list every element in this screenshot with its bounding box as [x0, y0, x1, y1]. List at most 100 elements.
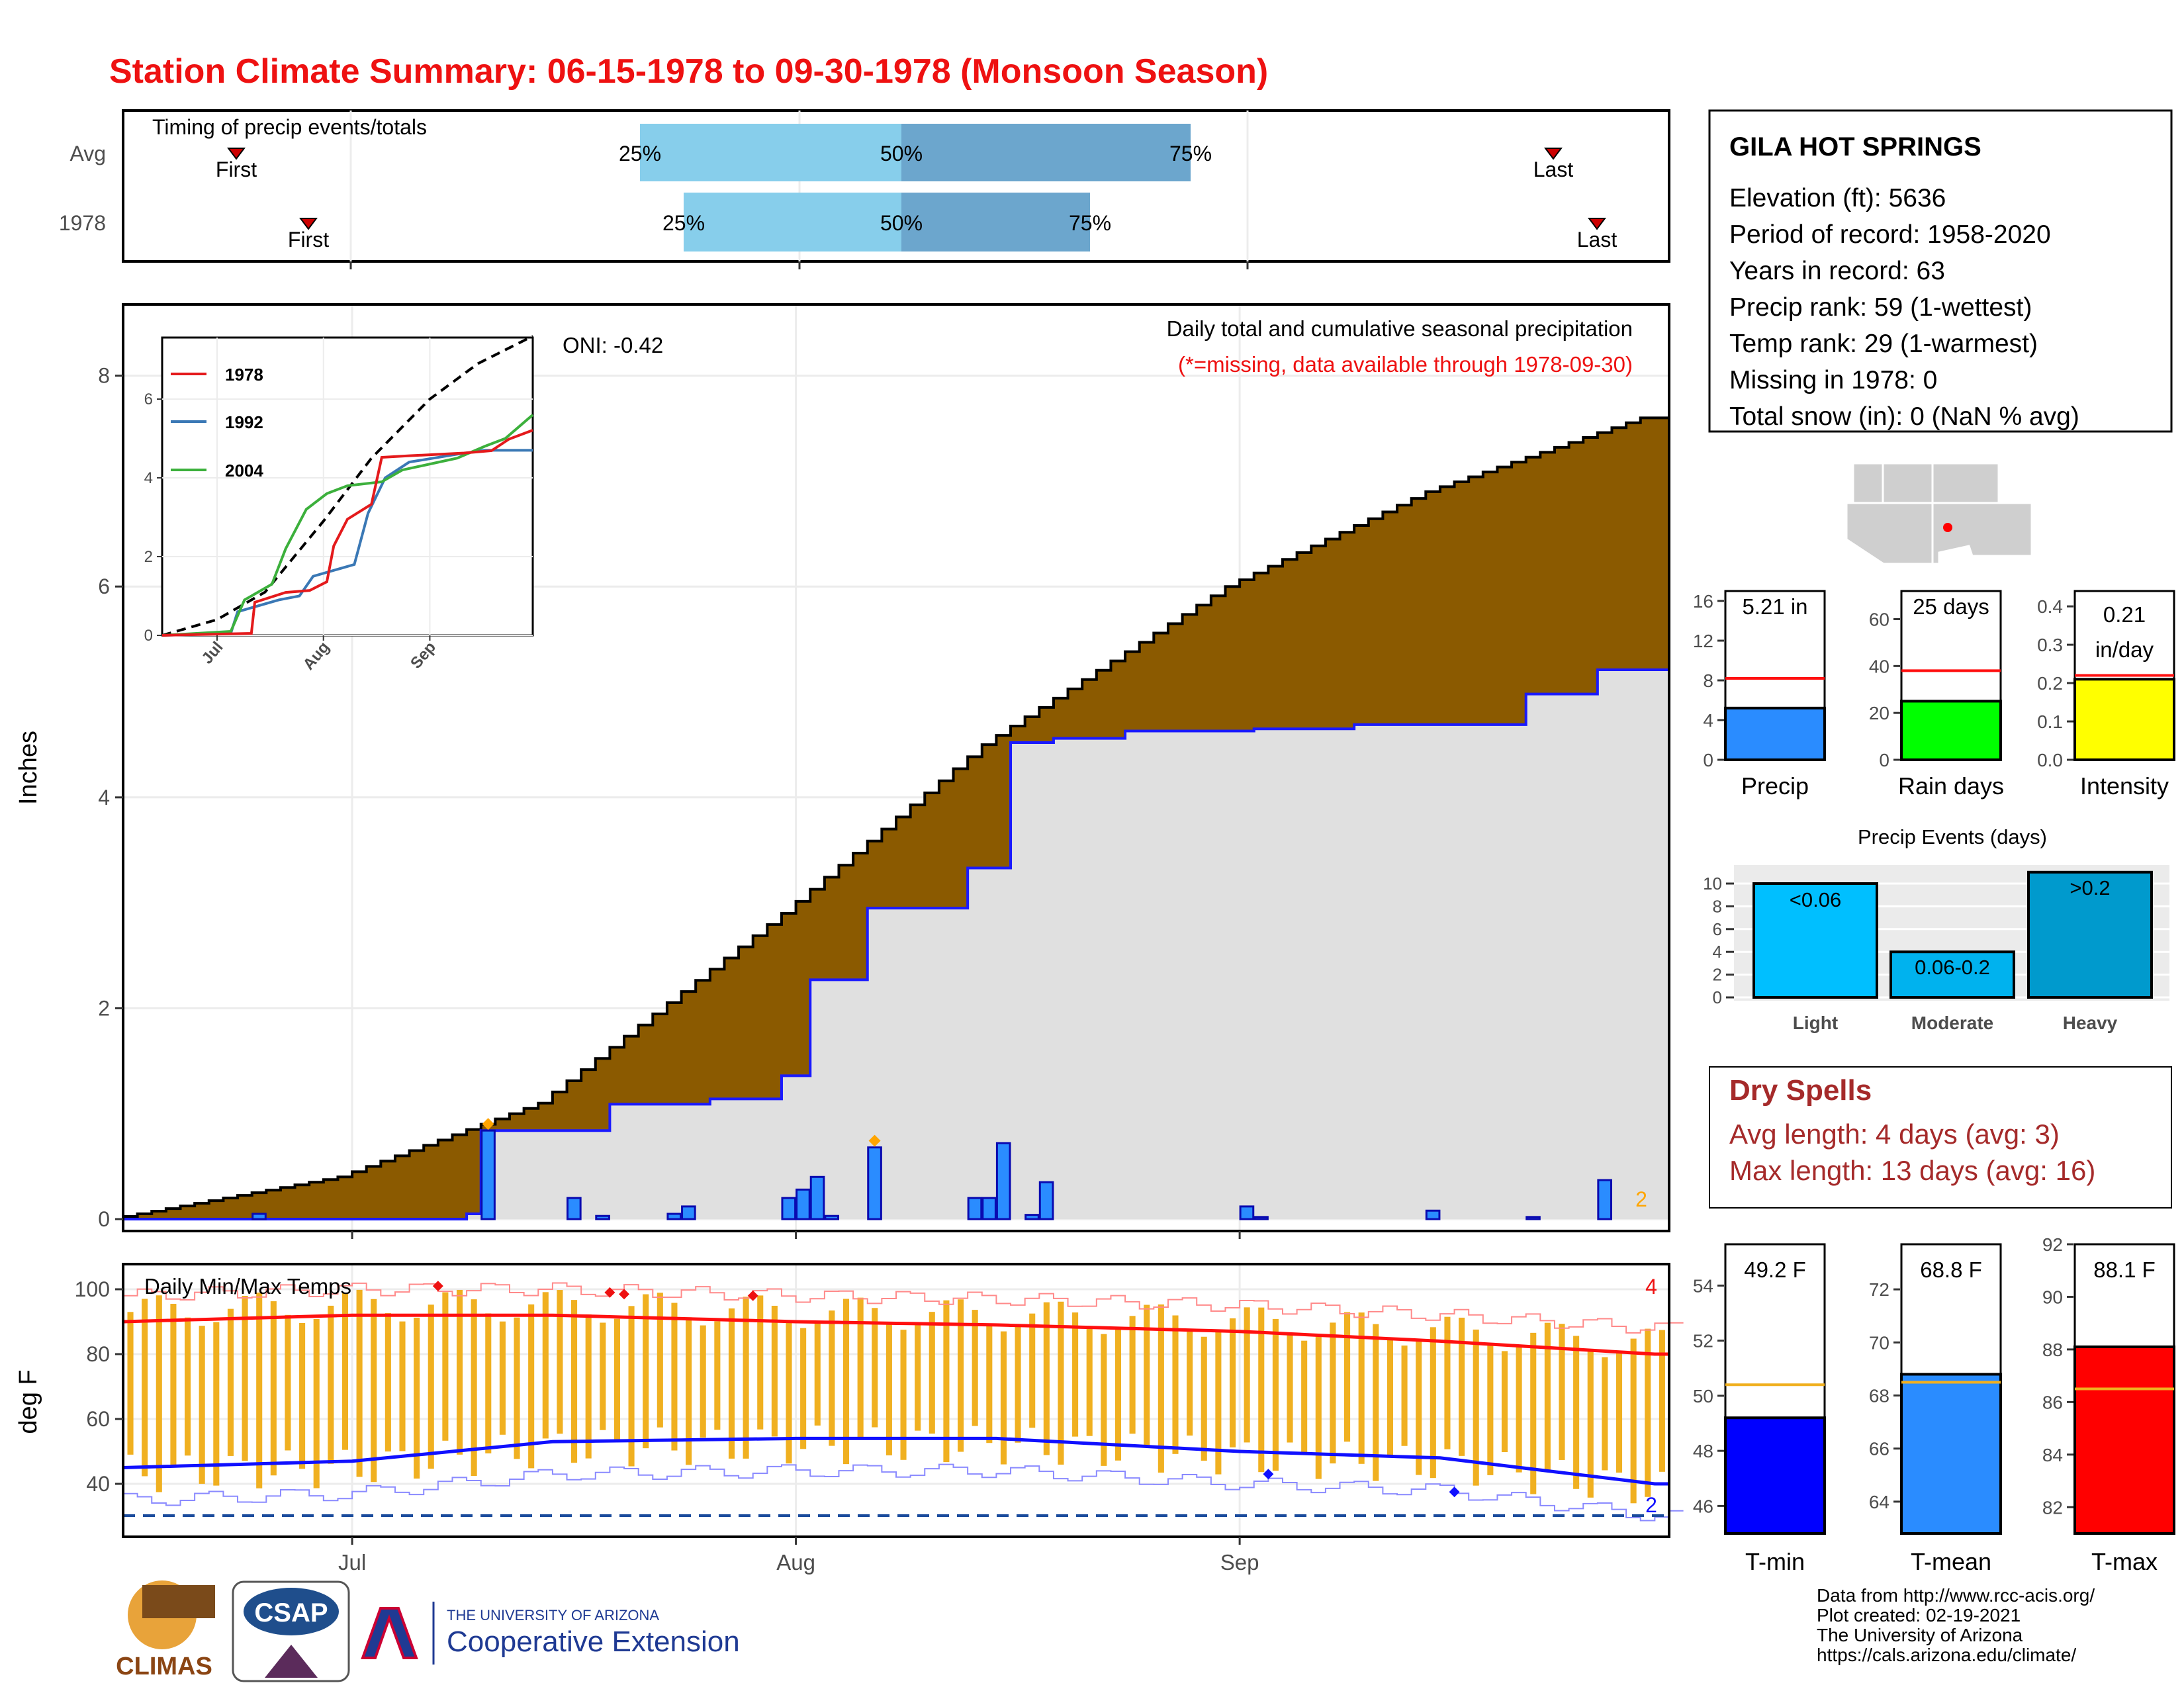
- daily-precip-bar: [251, 1212, 267, 1220]
- record-high-line: [123, 1282, 1684, 1334]
- avg-p50: 50%: [880, 142, 923, 165]
- record-high-marker: [747, 1290, 758, 1301]
- daily-precip-bar: [981, 1197, 997, 1220]
- daily-temp-bar: [628, 1306, 635, 1467]
- daily-temp-bar: [285, 1314, 291, 1451]
- station-snow: Total snow (in): 0 (NaN % avg): [1729, 402, 2079, 431]
- daily-temp-bar: [929, 1312, 935, 1434]
- mini-bar-intensity-y-tick-label: 0.1: [2037, 711, 2063, 732]
- daily-temp-bar: [213, 1322, 220, 1486]
- daily-temp-bar: [414, 1317, 420, 1479]
- footer-line-4: https://cals.arizona.edu/climate/: [1817, 1645, 2076, 1665]
- mini-bar-precip-y-tick-label: 12: [1693, 631, 1713, 651]
- temp-bar-t-max-y-tick-label: 86: [2042, 1392, 2063, 1412]
- daily-temp-bar: [1086, 1326, 1093, 1436]
- daily-temp-bar: [456, 1289, 463, 1455]
- daily-temp-bar: [1387, 1338, 1393, 1456]
- events-y-tick-label: 6: [1713, 919, 1722, 939]
- daily-temp-bar: [356, 1289, 363, 1477]
- daily-temp-bar: [341, 1293, 349, 1450]
- year-first-label: First: [288, 228, 329, 251]
- temp-bar-t-mean-y-tick-label: 66: [1869, 1439, 1889, 1459]
- daily-temp-bar: [1416, 1340, 1422, 1475]
- csap-wordmark: CSAP: [254, 1598, 328, 1627]
- daily-temp-bar: [1201, 1336, 1207, 1461]
- daily-temp-bar: [242, 1295, 248, 1461]
- temp-bar-t-min-y-tick-label: 52: [1693, 1331, 1713, 1351]
- daily-temp-bar: [1058, 1301, 1064, 1465]
- daily-temp-bar: [800, 1328, 807, 1449]
- daily-temp-bar: [972, 1310, 978, 1426]
- daily-temp-bar: [1072, 1312, 1079, 1437]
- daily-temp-bar: [1516, 1346, 1522, 1473]
- avg-iqr-low: [640, 124, 901, 181]
- daily-precip-bar: [867, 1146, 882, 1220]
- daily-temp-bar: [256, 1293, 263, 1488]
- record-low-marker: [1449, 1486, 1460, 1498]
- temp-bar-t-max-y-tick-label: 88: [2042, 1340, 2063, 1360]
- daily-temp-bar: [1602, 1357, 1608, 1471]
- daily-temp-bar: [170, 1303, 177, 1466]
- daily-temp-bar: [757, 1295, 764, 1430]
- summary-bar-charts: 0 4 8 12 16 0 20 40 60 0.0 0.1 0.2 0.3 0.4 Precip Rain …: [1693, 590, 2175, 800]
- page-title: Station Climate Summary: 06-15-1978 to 0…: [109, 52, 1268, 91]
- daily-temp-bar: [1544, 1322, 1551, 1473]
- daily-temp-bar: [771, 1305, 778, 1437]
- events-cat-heavy: Heavy: [2063, 1013, 2118, 1033]
- daily-temp-bar: [1272, 1318, 1279, 1471]
- daily-record-marker: [482, 1118, 494, 1130]
- daily-temp-range-bars: [127, 1289, 1665, 1504]
- average-tmax-line: [122, 1313, 1669, 1356]
- temp-y-ticks: 40 60 80 100: [75, 1277, 123, 1496]
- csap-logo: CSAP: [232, 1580, 350, 1682]
- dry-spells-max: Max length: 13 days (avg: 16): [1729, 1155, 2095, 1186]
- temperature-summary-bars: 46 48 50 52 54 64 66 68 70 72 82 84 86 88 90 92 T-min T-m…: [1693, 1234, 2175, 1575]
- daily-temp-bar: [1229, 1318, 1236, 1447]
- mini-bar-rain-days-y-tick-label: 60: [1869, 610, 1889, 630]
- university-of-arizona-logo: THE UNIVERSITY OF ARIZONA Cooperative Ex…: [361, 1602, 740, 1665]
- daily-temp-bar: [1587, 1350, 1594, 1498]
- record-markers: [432, 1281, 1460, 1498]
- temp-bar-t-mean-y-tick-label: 68: [1869, 1386, 1889, 1406]
- daily-precip-bar: [1024, 1214, 1040, 1220]
- precip-y-tick-label: 4: [98, 786, 110, 809]
- daily-temp-bar: [958, 1299, 964, 1452]
- year-last-label: Last: [1577, 228, 1617, 251]
- temp-y-label: deg F: [15, 1369, 42, 1434]
- cumulative-1978-line: [123, 668, 1669, 1220]
- daily-precip-bar: [1038, 1181, 1054, 1220]
- inset-y-tick-label: 0: [144, 627, 153, 645]
- temp-plot-bg: [123, 1264, 1669, 1537]
- climas-mesa-shape: [142, 1585, 215, 1618]
- temp-y-tick-label: 60: [86, 1407, 110, 1431]
- intensity-value-number: 0.21: [2103, 602, 2146, 627]
- daily-temp-bar: [657, 1293, 663, 1428]
- events-y-tick-label: 10: [1703, 874, 1722, 893]
- temp-bar-t-min-y-tick-label: 54: [1693, 1275, 1713, 1296]
- station-missing: Missing in 1978: 0: [1729, 366, 1937, 394]
- mini-bar-precip-y-tick-label: 8: [1703, 670, 1713, 691]
- dry-spells-box: Dry Spells Avg length: 4 days (avg: 3) M…: [1709, 1066, 2172, 1209]
- csap-cloud-shape: [244, 1588, 339, 1635]
- daily-precip-bar: [1425, 1209, 1441, 1220]
- events-title: Precip Events (days): [1858, 825, 2047, 848]
- station-frame: [1708, 109, 2173, 433]
- record-high-marker: [619, 1289, 630, 1300]
- events-cat-light: Light: [1793, 1013, 1838, 1033]
- daily-temp-bar: [542, 1292, 549, 1439]
- record-low-count: 2: [1645, 1493, 1657, 1517]
- timing-title: Timing of precip events/totals: [152, 115, 427, 139]
- mini-bar-rain-days-y-tick-label: 20: [1869, 703, 1889, 723]
- precip-y-tick-label: 8: [98, 364, 110, 388]
- events-bars: [1752, 870, 2153, 999]
- temp-bar-t-mean-y-tick-label: 72: [1869, 1279, 1889, 1300]
- daily-temp-bar: [1301, 1340, 1308, 1453]
- daily-temp-bar: [371, 1299, 377, 1483]
- daily-precip-bars: [251, 1118, 1612, 1220]
- precip-events-chart: Precip Events (days) 02 4 6 8 10 Light Moder…: [1703, 825, 2169, 1033]
- timing-row-year: 1978: [59, 211, 106, 235]
- events-cat-moderate: Moderate: [1911, 1013, 1993, 1033]
- year-first-marker: [299, 218, 318, 230]
- daily-precip-bar: [595, 1214, 610, 1220]
